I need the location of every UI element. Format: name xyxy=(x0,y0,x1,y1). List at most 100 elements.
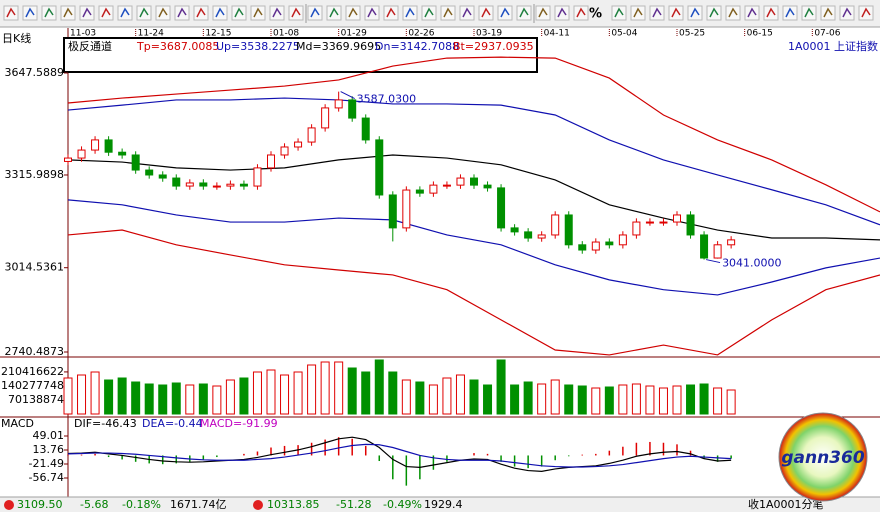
candle-body xyxy=(483,184,492,189)
candle-body xyxy=(591,241,600,251)
legend-entry: Md=3369.9695 xyxy=(296,40,381,53)
candle-body xyxy=(77,149,86,159)
channel-line xyxy=(67,199,880,296)
status-right[interactable]: 收1A0001分笔 xyxy=(748,497,824,511)
toolbar-icon xyxy=(424,7,434,18)
toolbar-icon xyxy=(709,7,719,18)
volume-bar xyxy=(645,385,655,415)
toolbar-icon xyxy=(386,7,396,18)
x-tick-label: 05-25 xyxy=(679,29,705,39)
volume-bar xyxy=(699,383,709,415)
toolbar-icon xyxy=(310,7,320,18)
toolbar-icon xyxy=(367,7,377,18)
toolbar-icon xyxy=(139,7,149,18)
candle-body xyxy=(429,184,438,194)
volume-bar xyxy=(726,389,736,415)
quote-pct: -0.18% xyxy=(122,498,161,511)
volume-bar xyxy=(455,374,465,415)
volume-bar xyxy=(604,386,614,415)
toolbar-icon xyxy=(500,7,510,18)
volume-bar xyxy=(510,384,520,415)
candle-body xyxy=(118,151,127,156)
toolbar-icon xyxy=(481,7,491,18)
x-tick-label: 01-29 xyxy=(341,29,367,39)
candle-body xyxy=(713,244,722,259)
x-tick-label: 06-15 xyxy=(747,29,773,39)
channel-line xyxy=(67,97,880,226)
volume-bar xyxy=(117,377,127,415)
y-tick-label: 70138874 xyxy=(8,393,64,406)
candle-body xyxy=(307,127,316,143)
volume-bar xyxy=(591,387,601,415)
x-tick-label: 01-08 xyxy=(273,29,299,39)
y-tick-label: 3014.5361 xyxy=(5,261,65,274)
volume-bar xyxy=(266,369,276,415)
volume-bar xyxy=(104,379,114,415)
candle-body xyxy=(442,184,451,187)
toolbar-icon xyxy=(823,7,833,18)
candle-body xyxy=(104,139,113,153)
indicator-title: MACD xyxy=(1,417,34,430)
toolbar-icon xyxy=(348,7,358,18)
toolbar-icon xyxy=(234,7,244,18)
x-tick-label: 12-15 xyxy=(205,29,231,39)
toolbar-percent[interactable]: % xyxy=(589,7,602,22)
toolbar-icon xyxy=(120,7,130,18)
y-tick-label: 2740.4873 xyxy=(5,345,65,358)
candle-body xyxy=(267,154,275,169)
candle-body xyxy=(564,214,573,246)
legend-entry: DIF=-46.43 xyxy=(74,417,137,430)
volume-bar xyxy=(577,385,587,415)
quote-price: 3109.50 xyxy=(17,498,63,511)
volume-bar xyxy=(171,382,181,415)
volume-bar xyxy=(523,381,533,415)
x-tick-label: 03-19 xyxy=(476,29,502,39)
candle-body xyxy=(185,182,194,187)
volume-bar xyxy=(347,367,357,415)
toolbar-icon xyxy=(842,7,852,18)
candle-body xyxy=(253,167,262,187)
toolbar-icon xyxy=(63,7,73,18)
candle-body xyxy=(388,194,397,229)
volume-bar xyxy=(77,374,87,415)
volume-bar xyxy=(713,387,723,415)
candle-body xyxy=(645,221,654,224)
y-tick-label: 3647.5889 xyxy=(5,66,65,79)
volume-bar xyxy=(388,371,398,415)
candle-body xyxy=(537,234,546,239)
volume-bar xyxy=(401,379,411,415)
candle-body xyxy=(334,99,343,109)
legend-entry: Bt=2937.0935 xyxy=(453,40,534,53)
toolbar-icon xyxy=(671,7,681,18)
candle-body xyxy=(321,107,330,129)
volume-bar xyxy=(158,384,168,415)
toolbar-icon xyxy=(196,7,206,18)
toolbar-icon xyxy=(291,7,301,18)
candle-body xyxy=(158,174,167,179)
toolbar-icon xyxy=(728,7,738,18)
candle-body xyxy=(578,244,587,251)
toolbar-icon xyxy=(804,7,814,18)
annotation: 3587.0300 xyxy=(357,93,417,106)
x-tick-label: 07-06 xyxy=(814,29,840,39)
volume-bar xyxy=(225,379,235,415)
volume-bar xyxy=(483,384,493,415)
volume-bar xyxy=(144,383,154,415)
channel-line xyxy=(67,154,880,241)
volume-bar xyxy=(686,384,696,415)
volume-bar xyxy=(442,377,452,415)
candle-body xyxy=(361,117,370,141)
volume-bar xyxy=(212,385,222,415)
legend-entry: Dn=3142.7088 xyxy=(375,40,459,53)
candle-body xyxy=(524,231,533,239)
x-tick-label: 11-24 xyxy=(138,29,164,39)
toolbar-icon xyxy=(44,7,54,18)
legend-entry: Tp=3687.0085 xyxy=(136,40,219,53)
volume-bar xyxy=(63,377,73,415)
toolbar-icon xyxy=(538,7,548,18)
period-label: 日K线 xyxy=(2,31,31,45)
candle-body xyxy=(199,182,208,187)
